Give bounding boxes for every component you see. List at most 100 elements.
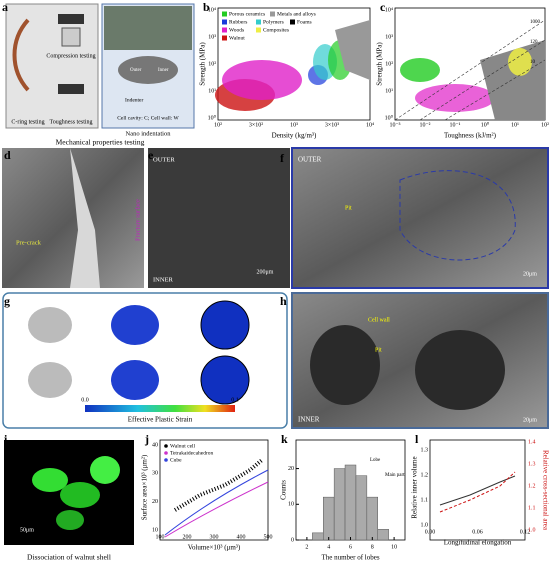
bar [366,496,379,541]
x-tick-label: 10⁻² [420,122,431,128]
cell [111,305,159,345]
label: Toughness testing [49,119,92,125]
x-tick-label: 10 [391,544,397,550]
legend-marker [164,444,168,448]
y2-tick-label: 1.3 [528,461,536,467]
x-tick-label: 2 [305,544,308,550]
x-tick-label: 10⁴ [366,122,374,128]
c-ring [12,18,30,92]
y-tick-label: 1.2 [421,472,429,478]
x-tick-label: 10² [541,122,549,128]
x-tick-label: 500 [264,534,273,540]
x-tick-label: 3×10³ [325,122,339,128]
y-tick-label: 10⁰ [208,114,217,121]
legend-swatch [222,35,227,41]
region [508,48,532,76]
x-tick-label: 0.06 [472,529,483,535]
x-tick-label: 6 [349,544,352,550]
label: 20μm [523,271,537,277]
label: 200μm [257,269,274,275]
legend-label: Metals and alloys [277,11,316,17]
label: Fracture surface [134,199,141,241]
y-tick-label: 1.1 [421,497,429,503]
legend-label: Woods [229,27,244,33]
y2-tick-label: 1.0 [528,527,536,533]
label: 120 [530,40,538,45]
legend-label: Rubbers [229,19,247,25]
panel-label: f [280,151,285,165]
legend-label: Walnut cell [170,443,196,449]
label: Main part [385,473,405,478]
y-tick-label: 10² [385,61,393,67]
panel-label: e [148,148,154,162]
legend-marker [164,451,168,455]
outline [399,170,516,261]
scatter-cloud [173,458,264,512]
x-tick-label: 0.12 [520,529,531,535]
colorbar [85,405,235,412]
label: 50μm [20,527,34,533]
legend-swatch [256,19,261,25]
x-tick-label: 10³ [290,122,298,128]
guide [444,59,546,121]
x-tick-label: 300 [210,534,219,540]
y-axis-label: Counts [280,480,288,500]
bar [344,464,357,541]
region [400,58,440,82]
region [415,84,495,112]
label: OUTER [298,156,322,164]
panel-label: l [415,432,419,446]
y-tick-label: 20 [288,466,294,472]
y-tick-label: 10² [208,61,216,67]
label: Pre-crack [16,239,42,246]
legend-marker [164,458,168,462]
platen [58,14,84,24]
label: Compression testing [46,53,95,59]
legend-label: Porous ceramics [229,11,265,17]
micrograph [104,6,192,50]
bar [323,496,335,541]
y2-tick-label: 1.4 [528,439,536,445]
label: 1000 [530,20,541,25]
legend-label: Walnut [229,35,245,41]
trend [439,471,516,513]
legend-label: Tetrakaidecahedron [170,450,214,456]
label: INNER [298,416,320,424]
axes [159,439,269,541]
label: 0.1 [231,397,239,403]
label: INNER [153,276,174,283]
label: C-ring testing [11,119,44,125]
x-tick-label: 10¹ [511,122,519,128]
cell [28,362,72,398]
y-axis-label: Strength (MPa) [376,42,384,86]
x-axis-label: Volume×10³ (μm³) [188,544,241,552]
y2-tick-label: 1.1 [528,505,536,511]
label: Cell cavity: C; Cell wall: W [117,115,179,121]
x-tick-label: 0.00 [425,529,436,535]
y-tick-label: 10¹ [208,88,216,94]
bar [333,468,346,541]
label: Dissociation of walnut shell [27,553,111,562]
y-tick-label: 1.0 [421,522,429,528]
legend-swatch [222,11,227,17]
x-tick-label: 200 [183,534,192,540]
x-tick-label: 10⁻¹ [450,122,461,128]
y2-tick-label: 1.2 [528,483,536,489]
x-axis-label: Longitudinal elongation [444,539,512,547]
platen [58,84,84,94]
zoom [200,355,250,405]
label: Indenter [125,97,143,103]
legend-label: Foams [297,19,312,25]
panel-label: h [280,294,287,308]
bar [355,475,368,541]
y-tick-label: 10 [152,527,158,533]
y-tick-label: 1.3 [421,447,429,453]
cell-cavity [310,325,380,405]
y-tick-label: 0 [291,537,294,543]
label: Cell wall [368,317,390,323]
x-axis-label: Density (kg/m³) [272,132,317,140]
x-tick-label: 4 [327,544,330,550]
label: Pit [375,347,382,353]
